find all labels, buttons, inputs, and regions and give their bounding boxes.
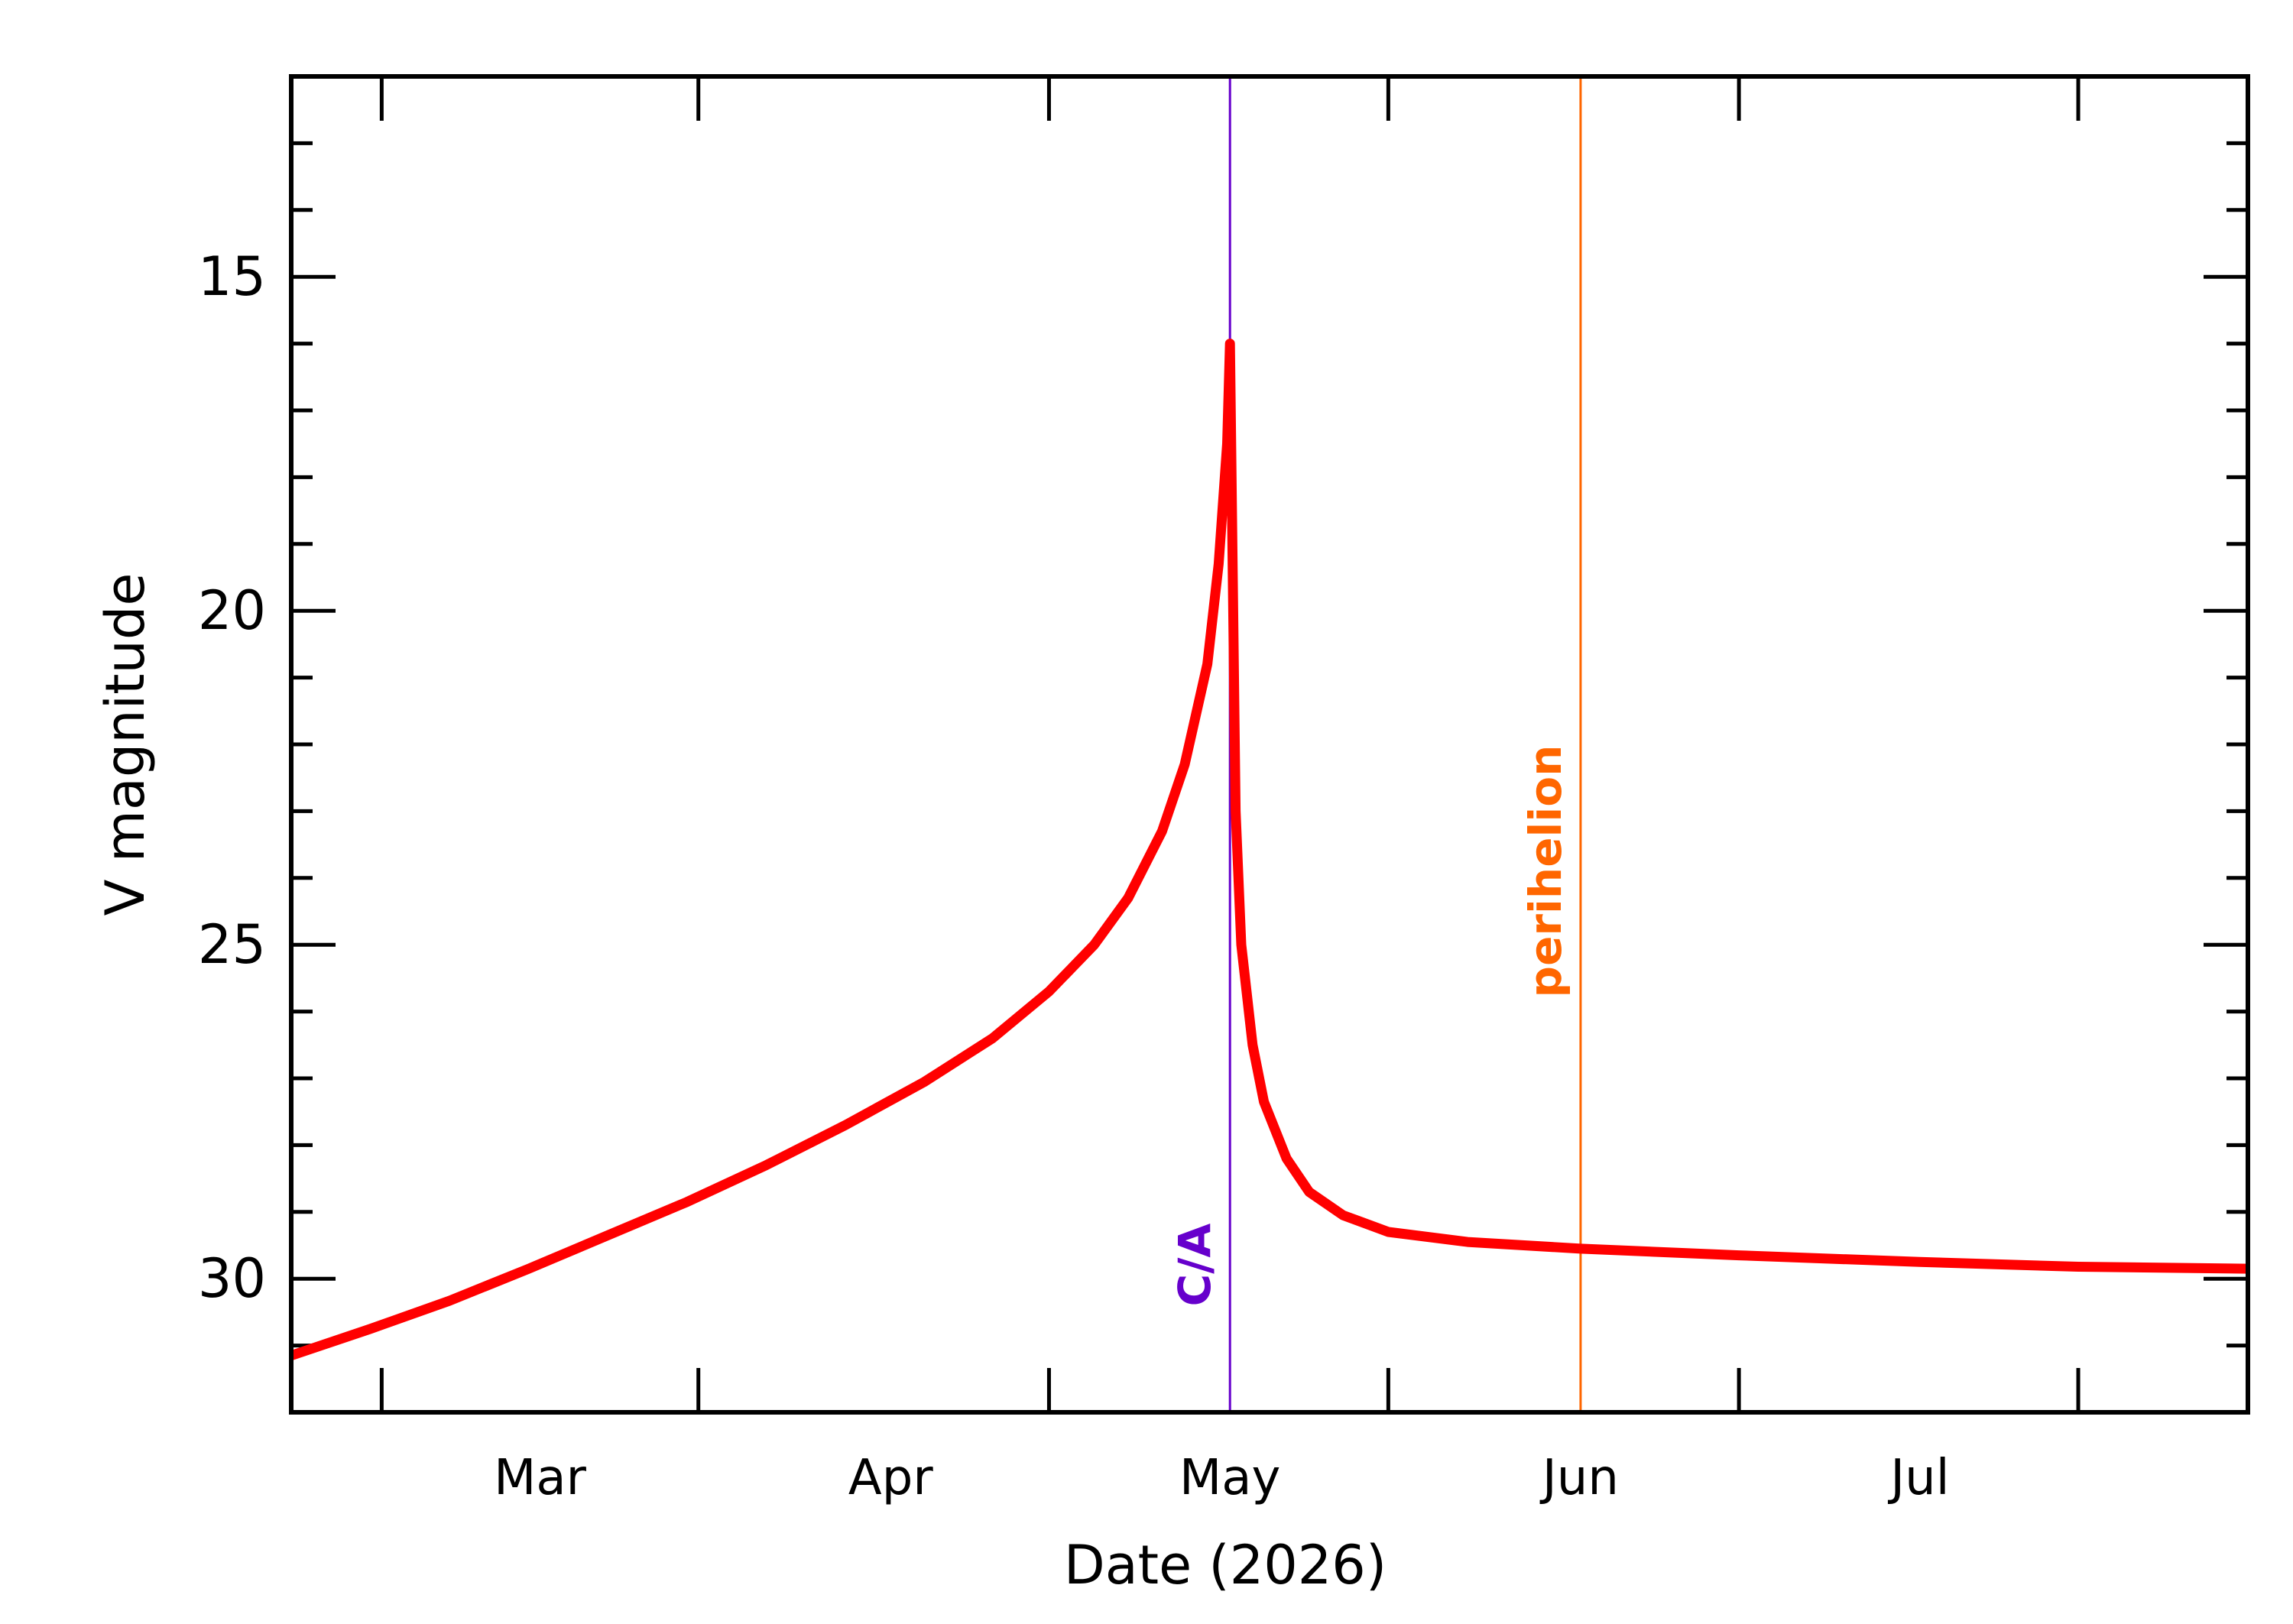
y-axis-title: V magnitude bbox=[94, 573, 157, 916]
x-tick-label: Apr bbox=[848, 1450, 933, 1506]
x-tick-label: May bbox=[1179, 1450, 1280, 1506]
x-tick-label: Mar bbox=[494, 1450, 586, 1506]
x-tick-label: Jun bbox=[1539, 1450, 1619, 1506]
tick-labels: 15 20 25 30 Mar Apr May Jun Jul bbox=[198, 245, 1950, 1506]
y-tick-label: 20 bbox=[198, 579, 266, 642]
axis-ticks bbox=[291, 76, 2248, 1412]
y-tick-label: 25 bbox=[198, 913, 266, 976]
y-tick-label: 15 bbox=[198, 245, 266, 308]
magnitude-series-line bbox=[289, 339, 2249, 1360]
plot-frame bbox=[289, 74, 2250, 1415]
x-axis-title: Date (2026) bbox=[1064, 1534, 1387, 1596]
y-tick-label: 30 bbox=[198, 1247, 266, 1310]
marker-label: C/A bbox=[1169, 1224, 1221, 1307]
x-tick-label: Jul bbox=[1887, 1450, 1949, 1506]
series-layer bbox=[289, 339, 2249, 1360]
marker-label: perihelion bbox=[1519, 745, 1571, 998]
